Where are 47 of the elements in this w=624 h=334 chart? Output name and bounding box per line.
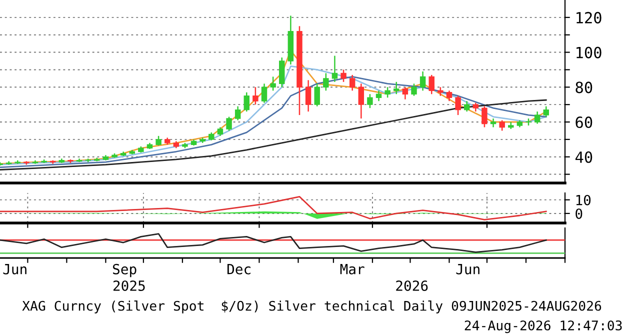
candlestick bbox=[323, 72, 329, 92]
candlestick bbox=[279, 56, 285, 88]
candlestick bbox=[244, 92, 250, 112]
candlestick bbox=[270, 76, 276, 92]
candlestick bbox=[482, 106, 488, 128]
candlestick bbox=[499, 120, 505, 132]
candlestick bbox=[305, 80, 312, 112]
text: 2025 bbox=[113, 280, 145, 291]
candlestick bbox=[543, 106, 549, 118]
candlestick bbox=[464, 100, 470, 112]
candlestick bbox=[226, 116, 232, 132]
text: XAG Curncy (Silver Spot $/Oz) Silver technical Daily 09JUN2025-24AUG2026 bbox=[22, 300, 602, 314]
candlestick bbox=[332, 55, 338, 83]
x-tick-label: Mar bbox=[340, 264, 364, 274]
x-tick-label: Jun bbox=[3, 264, 26, 274]
candlestick bbox=[252, 86, 258, 106]
candlestick bbox=[349, 74, 356, 92]
candlestick bbox=[446, 90, 452, 102]
y-tick-label: 120 bbox=[576, 12, 602, 24]
candlestick bbox=[411, 83, 417, 96]
candlestick bbox=[314, 83, 320, 107]
candlestick bbox=[376, 90, 382, 102]
y-tick-label: 80 bbox=[576, 82, 592, 94]
text: 2026 bbox=[396, 280, 428, 291]
y-tick-label: 40 bbox=[575, 151, 592, 163]
y-tick-label: 0 bbox=[576, 208, 582, 219]
text: 24-Aug-2026 12:47:03 bbox=[464, 320, 622, 334]
x-tick-label: Sep bbox=[112, 264, 136, 278]
candlestick bbox=[394, 81, 400, 95]
y-tick-label: 10 bbox=[576, 194, 591, 206]
candlestick bbox=[534, 110, 540, 124]
candlestick bbox=[402, 86, 408, 100]
candlestick bbox=[261, 83, 268, 104]
candlestick bbox=[420, 70, 426, 92]
candlestick bbox=[340, 69, 346, 83]
y-tick-label: 100 bbox=[576, 46, 602, 58]
candlestick bbox=[455, 95, 461, 116]
candlestick bbox=[428, 74, 434, 95]
candlestick bbox=[384, 86, 390, 98]
y-tick-label: 60 bbox=[576, 116, 592, 128]
candlestick bbox=[234, 106, 241, 121]
candlestick bbox=[367, 93, 373, 109]
x-tick-label: Jun bbox=[456, 264, 480, 274]
line-series bbox=[0, 196, 547, 220]
candlestick bbox=[358, 83, 364, 120]
x-tick-label: Dec bbox=[227, 264, 250, 274]
candlestick bbox=[156, 135, 162, 146]
